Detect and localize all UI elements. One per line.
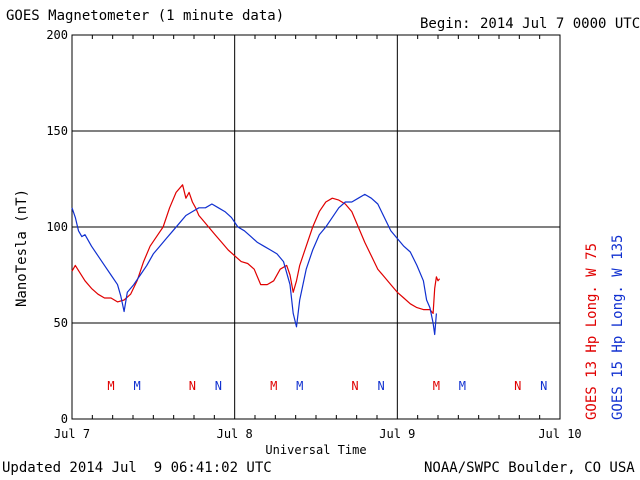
legend-entry-goes13: GOES 13 Hp Long. W 75 [584,243,600,420]
begin-label: Begin: [420,16,471,32]
event-marker: N [540,379,547,393]
updated-timestamp: Updated 2014 Jul 9 06:41:02 UTC [2,460,272,476]
source-credit: NOAA/SWPC Boulder, CO USA [424,460,635,476]
event-marker: M [296,379,303,393]
event-marker: M [107,379,114,393]
event-marker: N [377,379,384,393]
x-tick-label: Jul 8 [217,427,253,441]
x-axis-label: Universal Time [265,443,366,457]
event-marker: M [133,379,140,393]
begin-value: 2014 Jul 7 0000 UTC [480,16,640,32]
y-tick-label: 0 [61,412,68,426]
chart-title: GOES Magnetometer (1 minute data) [6,8,285,24]
y-axis-label: NanoTesla (nT) [14,189,30,307]
event-marker: N [514,379,521,393]
x-tick-label: Jul 10 [538,427,581,441]
event-marker: N [351,379,358,393]
legend-entry-goes15: GOES 15 Hp Long. W 135 [610,235,626,420]
event-marker: M [433,379,440,393]
x-tick-label: Jul 7 [54,427,90,441]
event-marker: N [215,379,222,393]
series-line-goes15 [71,193,437,336]
y-tick-label: 150 [46,124,68,138]
y-tick-label: 50 [54,316,68,330]
event-marker: M [270,379,277,393]
event-marker: M [459,379,466,393]
y-tick-label: 200 [46,28,68,42]
x-tick-label: Jul 9 [379,427,415,441]
y-tick-label: 100 [46,220,68,234]
series-line-goes13 [71,184,441,314]
event-marker: N [189,379,196,393]
